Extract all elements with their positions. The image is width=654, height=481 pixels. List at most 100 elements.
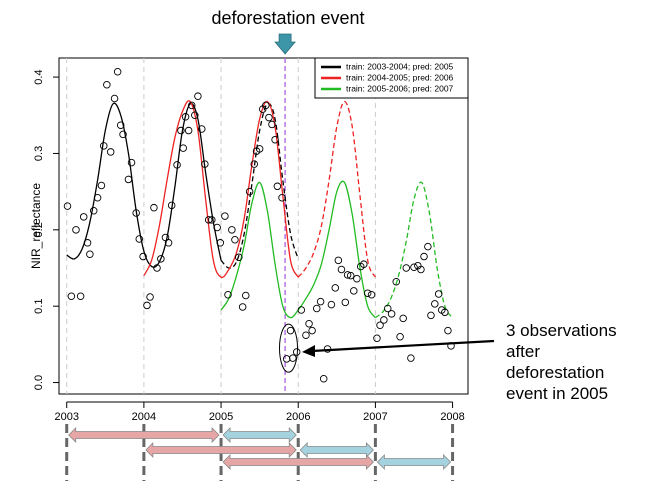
observation-point	[139, 252, 147, 261]
observation-point	[153, 264, 161, 272]
observation-point	[208, 216, 216, 224]
observation-point	[337, 265, 346, 274]
observation-point	[255, 145, 264, 153]
observation-point	[79, 213, 88, 221]
x-tick-label: 2004	[132, 411, 156, 423]
annotation-text: 3 observations after deforestation event…	[506, 320, 646, 404]
observation-point	[224, 290, 232, 299]
observation-point	[76, 292, 85, 301]
observation-point	[396, 332, 404, 341]
annotation-line-1: 3 observations	[506, 321, 617, 340]
x-axis: 2003 2004 2005 2006 2007 2008	[54, 401, 465, 423]
observation-point	[179, 144, 187, 152]
event-arrow-icon	[274, 33, 296, 55]
x-tick-label: 2007	[363, 411, 387, 423]
observation-point	[204, 216, 213, 224]
observation-point	[341, 298, 350, 307]
observation-point	[441, 308, 449, 317]
y-axis-label: NIR_reflectance	[29, 183, 43, 269]
pred-window-arrow-3	[376, 454, 452, 470]
observation-point	[434, 290, 443, 298]
observation-point	[89, 206, 98, 215]
observation-point	[93, 193, 102, 202]
observation-point	[282, 355, 291, 363]
observation-point	[327, 300, 336, 309]
observation-point	[97, 181, 106, 190]
observation-point	[424, 242, 432, 251]
observation-point	[110, 94, 119, 103]
plot-frame	[58, 57, 469, 395]
train-window-arrow-2	[145, 442, 297, 458]
observation-point	[262, 101, 270, 110]
observation-point	[308, 326, 316, 335]
observation-point	[444, 326, 452, 335]
observation-point	[376, 321, 384, 330]
observation-point	[380, 316, 388, 324]
annotation-line-4: event in 2005	[506, 384, 609, 403]
observation-point	[124, 175, 133, 184]
legend-label-2: train: 2004-2005; pred: 2006	[346, 72, 454, 82]
observation-point	[316, 297, 325, 306]
observation-point	[273, 182, 282, 191]
observation-point	[63, 202, 72, 210]
observation-point	[360, 260, 368, 268]
pointer-arrow	[302, 339, 495, 357]
y-tick-label: 0.2	[33, 222, 45, 237]
observation-point	[383, 304, 392, 313]
observation-point	[265, 113, 273, 122]
observation-point	[177, 126, 185, 135]
observation-point	[373, 334, 381, 343]
observation-points	[63, 67, 455, 383]
observation-point	[343, 271, 352, 279]
observation-point	[312, 304, 321, 313]
observation-point	[184, 126, 193, 135]
observation-point	[238, 303, 247, 311]
observation-point	[86, 250, 94, 259]
train-window-arrow-1	[68, 427, 220, 443]
observation-point	[331, 284, 340, 292]
observation-point	[402, 264, 411, 272]
y-tick-label: 0.3	[33, 146, 45, 161]
observation-point	[245, 187, 254, 196]
observation-point	[420, 252, 428, 261]
pred-window-arrow-2	[299, 442, 374, 458]
observation-point	[417, 265, 425, 274]
y-axis: 0.0 0.1 0.2 0.3 0.4	[33, 69, 59, 390]
observation-point	[353, 274, 361, 283]
observation-point	[135, 235, 144, 243]
observation-point	[213, 223, 221, 232]
observation-point	[100, 142, 108, 150]
observation-point	[187, 101, 196, 110]
observation-point	[278, 193, 286, 202]
observation-point	[407, 354, 415, 362]
observation-point	[191, 111, 199, 120]
observation-point	[399, 314, 407, 323]
observation-point	[231, 235, 239, 244]
x-tick-label: 2005	[209, 411, 233, 423]
annotation-line-2: after	[506, 342, 541, 361]
observation-point	[286, 326, 295, 335]
observation-point	[164, 239, 173, 247]
observation-point	[297, 306, 306, 314]
observation-point	[181, 113, 190, 121]
timeline	[65, 424, 455, 481]
observation-point	[242, 291, 250, 300]
observation-point	[143, 301, 151, 310]
observation-point	[387, 310, 396, 318]
y-tick-label: 0.0	[33, 375, 45, 390]
observation-point	[119, 130, 127, 139]
observation-point	[106, 148, 115, 156]
highlight-ellipse	[279, 323, 299, 373]
observation-point	[289, 354, 297, 362]
observation-point	[72, 226, 80, 234]
year-gridlines	[66, 58, 376, 394]
x-tick-label: 2008	[440, 411, 464, 423]
observation-point	[116, 121, 125, 129]
deforestation-event-label: deforestation event	[211, 8, 365, 28]
observation-point	[146, 293, 154, 301]
series-2-prediction-line	[297, 100, 376, 278]
observation-point	[427, 311, 435, 320]
observation-point	[132, 209, 140, 217]
observation-point	[67, 292, 76, 301]
